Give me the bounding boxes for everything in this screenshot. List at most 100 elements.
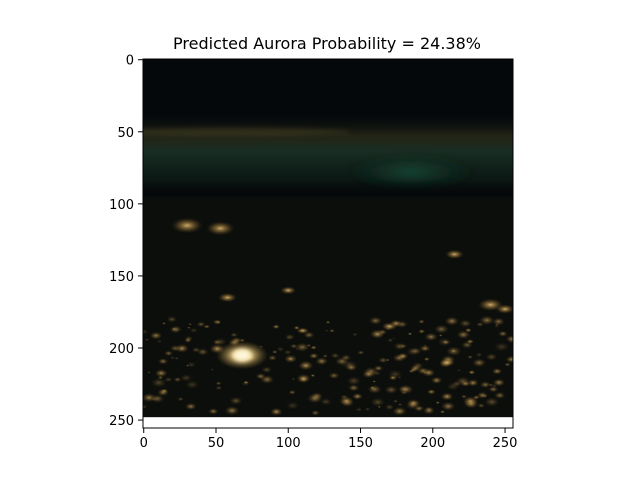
city-light (283, 349, 292, 355)
city-light (444, 316, 460, 326)
y-tick-label: 200 (109, 342, 134, 357)
city-light (355, 407, 363, 412)
city-light (294, 342, 310, 352)
city-light (472, 395, 481, 400)
city-light (440, 392, 454, 401)
city-light (143, 404, 148, 409)
y-tick-label: 150 (109, 270, 134, 285)
city-light (203, 324, 211, 329)
city-light (372, 370, 382, 376)
city-light (426, 389, 436, 395)
city-light (196, 321, 206, 328)
city-light (310, 345, 317, 350)
city-light (271, 350, 278, 354)
city-light (467, 379, 479, 387)
x-tick-label: 100 (276, 436, 301, 451)
city-light (243, 380, 249, 385)
city-light (215, 320, 222, 324)
x-axis: 0 50 100 150 200 250 (140, 428, 517, 451)
city-light (467, 355, 474, 360)
city-light (172, 327, 176, 330)
city-light (230, 332, 238, 338)
x-tick-label: 200 (420, 436, 445, 451)
city-light (477, 403, 486, 409)
city-light (285, 401, 300, 410)
city-light (369, 329, 385, 339)
city-light (456, 330, 471, 340)
city-light (186, 326, 191, 329)
city-light (351, 392, 364, 400)
bright-city-core (233, 349, 252, 362)
city-light (505, 355, 513, 364)
city-light (166, 315, 178, 323)
city-light (177, 397, 184, 402)
city-light (488, 386, 499, 393)
city-light (423, 357, 430, 362)
city-light (446, 382, 460, 391)
city-light (493, 391, 506, 400)
city-light (322, 354, 328, 358)
city-light (430, 376, 443, 384)
city-light (188, 323, 192, 326)
city-light (491, 367, 503, 375)
city-light (156, 339, 163, 344)
city-light (492, 378, 506, 387)
city-light (315, 357, 329, 366)
city-light (438, 334, 443, 337)
city-light (370, 397, 386, 407)
city-light (184, 380, 200, 390)
city-light-cluster (217, 292, 238, 303)
city-light (150, 394, 165, 404)
aurora-glow (341, 156, 482, 189)
city-light (229, 396, 243, 406)
city-light (310, 374, 316, 378)
city-light (308, 352, 319, 360)
city-light (347, 384, 360, 392)
city-light (468, 370, 475, 374)
city-light (212, 339, 222, 345)
city-light (367, 384, 382, 394)
aurora-band (143, 114, 513, 197)
city-light (143, 329, 149, 335)
city-light (421, 368, 436, 377)
city-light (388, 375, 398, 381)
city-light-cluster (495, 304, 513, 314)
city-light (210, 368, 215, 371)
city-light (422, 406, 436, 415)
city-light (184, 337, 192, 343)
city-light (413, 405, 425, 412)
city-light (261, 366, 273, 374)
city-light (196, 348, 209, 356)
city-light (433, 324, 449, 334)
aurora-image (143, 59, 513, 428)
city-light (306, 393, 323, 404)
city-light (283, 354, 298, 364)
city-light (397, 402, 403, 407)
y-tick-label: 50 (117, 126, 134, 141)
city-light (369, 386, 376, 390)
city-light (272, 324, 280, 330)
city-light (163, 350, 174, 357)
city-light (479, 315, 495, 326)
city-light (505, 335, 513, 343)
city-light (169, 356, 176, 360)
city-light (184, 402, 197, 411)
ground-region (143, 196, 513, 428)
city-light (224, 405, 240, 416)
city-light (461, 394, 467, 399)
city-light (419, 344, 431, 352)
city-light (169, 344, 181, 352)
city-light (362, 370, 375, 379)
city-light (164, 376, 173, 383)
city-light (498, 330, 508, 337)
city-light (186, 361, 197, 368)
city-light-cluster (444, 249, 465, 260)
city-light (215, 385, 223, 391)
city-light (173, 376, 182, 383)
city-light (493, 341, 510, 352)
city-light-cluster (296, 327, 310, 334)
city-light (215, 381, 222, 386)
city-light (405, 347, 420, 356)
city-light (286, 336, 290, 339)
city-light (338, 396, 354, 406)
